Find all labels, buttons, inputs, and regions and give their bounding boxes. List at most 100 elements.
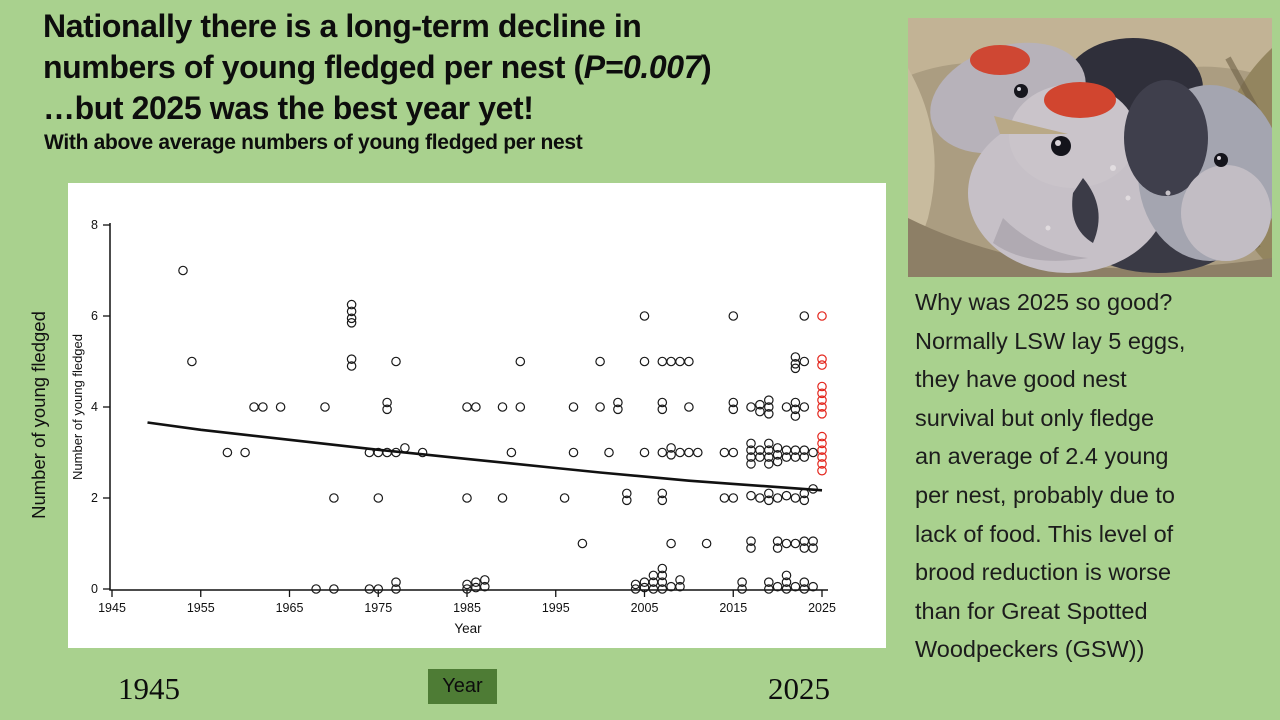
chick-centre: [968, 82, 1168, 273]
data-point: [772, 581, 783, 592]
data-point-2025: [817, 465, 827, 476]
x-tick-label: 2025: [808, 601, 836, 615]
data-point: [613, 404, 623, 415]
data-point: [249, 402, 259, 412]
data-point: [178, 265, 188, 276]
data-point: [728, 447, 739, 458]
data-point: [684, 447, 694, 458]
data-point: [497, 402, 508, 412]
data-point: [462, 579, 472, 590]
data-point: [790, 538, 801, 549]
data-point: [808, 581, 818, 592]
data-point-2025: [817, 459, 827, 469]
year-label-box: Year: [428, 669, 497, 704]
bark-bottom: [908, 218, 1272, 277]
data-point: [657, 397, 668, 408]
p-value: P=0.007: [583, 49, 702, 85]
data-point: [790, 359, 801, 369]
data-point: [763, 409, 774, 419]
data-point: [763, 452, 774, 462]
data-point: [346, 354, 357, 364]
data-point: [391, 577, 401, 587]
data-point: [666, 356, 676, 367]
data-point: [728, 311, 739, 321]
data-point: [763, 584, 774, 594]
data-point: [799, 452, 810, 462]
data-point: [657, 495, 668, 506]
data-point: [737, 584, 747, 594]
explanation-text: Why was 2025 so good? Normally LSW lay 5 …: [915, 283, 1275, 669]
data-point: [790, 397, 801, 408]
data-point: [763, 402, 774, 412]
data-point: [772, 536, 783, 546]
feather-speckles: [1045, 165, 1171, 231]
x-tick-label: 1985: [453, 601, 481, 615]
x-tick-label: 2015: [719, 601, 747, 615]
explanation-text-line: Normally LSW lay 5 eggs,: [915, 327, 1186, 354]
data-point: [506, 447, 517, 458]
data-point: [639, 311, 650, 321]
data-point: [275, 402, 286, 412]
data-point-2025: [817, 438, 827, 449]
data-point: [639, 582, 650, 593]
data-point: [258, 402, 268, 412]
y-tick-label: 2: [91, 491, 98, 505]
data-point: [311, 584, 321, 594]
explanation-text-line: lack of food. This level of: [915, 520, 1174, 547]
data-point: [559, 493, 570, 503]
data-point: [719, 493, 730, 503]
data-point: [639, 447, 650, 458]
data-point: [222, 447, 233, 458]
data-point-2025: [817, 395, 827, 405]
x-tick-label: 1945: [98, 601, 126, 615]
data-point: [400, 443, 410, 453]
data-point: [772, 543, 783, 553]
data-point: [746, 490, 756, 501]
explanation-text-line: per nest, probably due to: [915, 481, 1175, 508]
data-point: [515, 402, 526, 412]
data-point: [719, 447, 730, 458]
data-point: [346, 299, 357, 310]
data-point: [772, 456, 783, 467]
data-point: [497, 493, 508, 503]
data-point: [391, 584, 401, 594]
data-point: [684, 402, 694, 412]
data-point: [595, 356, 605, 367]
data-point: [808, 447, 818, 458]
data-point: [790, 352, 801, 362]
woodpecker-chicks-photo: [908, 18, 1272, 277]
data-point-2025: [817, 311, 827, 321]
data-point: [373, 493, 384, 503]
title-line-2: numbers of young fledged per nest (P=0.0…: [43, 49, 712, 85]
data-point: [799, 577, 810, 587]
data-point: [382, 397, 392, 408]
data-point: [657, 584, 668, 594]
data-point: [346, 306, 357, 317]
axis-lines: [109, 223, 828, 591]
data-point-2025: [817, 452, 827, 462]
data-point: [746, 543, 756, 553]
x-tick-label: 1975: [364, 601, 392, 615]
outer-y-axis-label: Number of young fledged: [28, 311, 49, 519]
data-point: [329, 493, 339, 503]
data-point: [621, 488, 632, 499]
data-point: [568, 402, 579, 412]
title-line-3: …but 2025 was the best year yet!: [43, 90, 534, 126]
data-point: [781, 577, 792, 587]
data-point: [657, 488, 668, 499]
data-point: [728, 404, 739, 415]
data-point-2025: [817, 445, 827, 455]
data-point: [772, 443, 783, 453]
explanation-text-line: survival but only fledge: [915, 404, 1155, 431]
data-point-2025: [817, 388, 827, 399]
data-point: [675, 356, 685, 367]
inner-x-axis-label: Year: [454, 621, 482, 636]
data-point: [763, 445, 774, 455]
data-point: [763, 495, 774, 506]
inner-y-axis-label: Number of young fledged: [70, 334, 85, 480]
data-point: [799, 445, 810, 455]
data-point: [479, 581, 490, 592]
data-point: [799, 495, 810, 506]
data-point: [675, 581, 685, 592]
